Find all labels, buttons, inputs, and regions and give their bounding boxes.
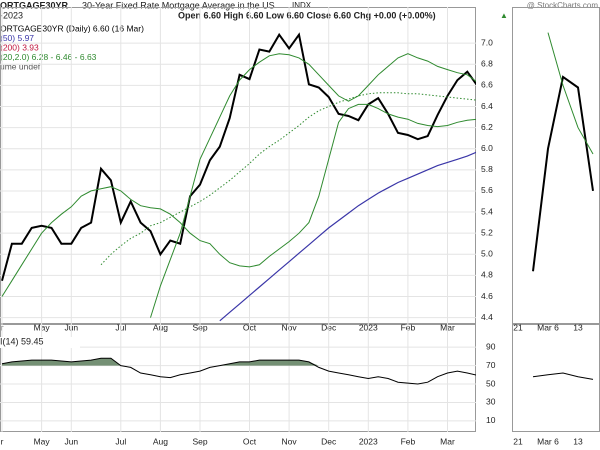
panel-frame [512,323,600,432]
legend-entry: (200) 3.93 [0,42,39,52]
security-name: 30-Year Fixed Rate Mortgage Average in t… [82,0,275,10]
x-tick-label: r [1,436,4,446]
rsi-fill [2,358,476,366]
legend-entry: (50) 5.97 [0,33,34,43]
y-tick-label: 50 [486,378,496,388]
y-tick-label: 70 [486,360,496,370]
x-tick-label: Feb [401,436,416,446]
y-tick-label: 5.2 [481,227,493,237]
y-tick-label: 5.8 [481,164,493,174]
series-line [1,32,476,281]
y-tick-label: 5.4 [481,206,493,216]
y-tick-label: 6.6 [481,80,493,90]
series-line [532,75,594,272]
x-tick-label: Mar 6 [537,436,559,446]
y-tick-label: 7.0 [481,37,493,47]
x-tick-label: Jul [115,436,126,446]
x-tick-label: 13 [573,436,583,446]
series-line [532,372,594,380]
panel-frame [0,323,476,432]
x-tick-label: 13 [573,322,583,332]
x-tick-label: 21 [513,436,523,446]
x-tick-label: Oct [243,436,257,446]
series-line [150,53,476,318]
x-tick-label: Mar [440,436,455,446]
x-tick-label: Nov [282,436,298,446]
series-line [1,103,476,297]
y-tick-label: 4.4 [481,312,493,322]
legend-entry: (20,2.0) 6.28 - 6.46 - 6.63 [0,52,97,62]
legend-entry: ume undef [0,61,41,71]
x-tick-label: Mar 6 [537,322,559,332]
x-tick-label: Sep [192,436,207,446]
series-line [100,92,476,266]
panel-frame [0,7,476,325]
x-tick-label: 2023 [359,436,378,446]
y-tick-label: 5.6 [481,185,493,195]
y-tick-label: 90 [486,341,496,351]
legend-entry: ORTGAGE30YR (Daily) 6.60 (16 Mar) [0,23,144,33]
quote: Open 6.60 High 6.60 Low 6.60 Close 6.60 … [178,10,436,20]
y-tick-label: 6.8 [481,59,493,69]
arrow: ▲ [500,11,508,20]
exchange: INDX [292,1,312,10]
series-line [1,357,476,385]
panel-frame [512,7,600,325]
watermark: @ StockCharts.com [527,1,599,10]
date: -2023 [0,10,23,20]
x-tick-label: 21 [513,322,523,332]
y-tick-label: 4.6 [481,291,493,301]
rsi-legend-bg [0,337,80,348]
y-tick-label: 6.0 [481,143,493,153]
y-tick-label: 5.0 [481,249,493,259]
symbol: ORTGAGE30YR [0,0,69,10]
series-line [219,151,476,322]
y-tick-label: 30 [486,397,496,407]
x-tick-label: Aug [153,436,168,446]
y-tick-label: 4.8 [481,270,493,280]
rsi-legend: I(14) 59.45 [0,336,44,346]
y-tick-label: 6.2 [481,122,493,132]
series-line [547,32,594,155]
x-tick-label: Dec [321,436,337,446]
panels: ORTGAGE30YR (Daily) 6.60 (16 Mar)(50) 5.… [0,7,600,446]
y-tick-label: 10 [486,415,496,425]
y-tick-label: 6.4 [481,101,493,111]
x-tick-label: May [34,436,51,446]
x-tick-label: Jun [64,436,78,446]
